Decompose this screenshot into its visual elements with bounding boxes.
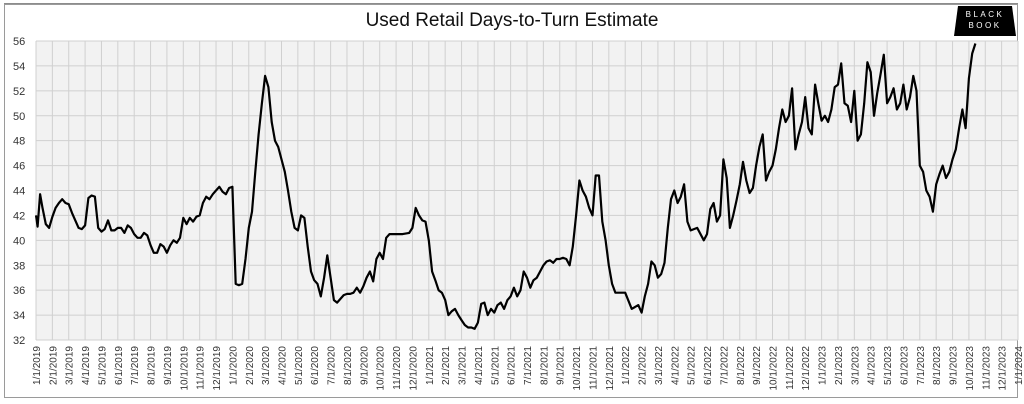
y-tick-label: 42: [13, 210, 25, 222]
x-tick-label: 6/1/2020: [310, 346, 321, 385]
x-tick-label: 8/1/2020: [343, 346, 354, 385]
x-tick-label: 10/1/2021: [572, 346, 583, 391]
y-tick-label: 32: [13, 335, 25, 347]
y-tick-label: 52: [13, 86, 25, 98]
x-tick-label: 5/1/2019: [97, 346, 108, 385]
x-tick-label: 12/1/2023: [998, 346, 1009, 391]
x-tick-label: 4/1/2021: [474, 346, 485, 385]
x-tick-label: 5/1/2022: [687, 346, 698, 385]
x-tick-label: 2/1/2019: [48, 346, 59, 385]
x-tick-label: 4/1/2022: [670, 346, 681, 385]
y-tick-label: 54: [13, 61, 25, 73]
days-to-turn-line: [34, 43, 977, 330]
y-axis: 32 34 36 38 40 42 44 46 48 50 52 54 56: [13, 36, 25, 347]
x-tick-label: 7/1/2022: [719, 346, 730, 385]
x-tick-label: 5/1/2020: [294, 346, 305, 385]
x-tick-label: 11/1/2019: [196, 346, 207, 390]
x-tick-label: 5/1/2021: [490, 346, 501, 385]
x-tick-label: 9/1/2021: [556, 346, 567, 385]
x-tick-label: 2/1/2020: [245, 346, 256, 385]
x-tick-label: 10/1/2019: [179, 346, 190, 391]
x-tick-label: 8/1/2021: [539, 346, 550, 385]
x-tick-label: 9/1/2019: [163, 346, 174, 385]
x-tick-label: 6/1/2023: [899, 346, 910, 385]
chart-title: Used Retail Days-to-Turn Estimate: [365, 10, 659, 31]
x-tick-label: 8/1/2023: [932, 346, 943, 385]
x-tick-label: 3/1/2021: [458, 346, 469, 385]
x-tick-label: 1/1/2024: [1014, 346, 1024, 385]
x-tick-label: 3/1/2023: [850, 346, 861, 385]
x-tick-label: 5/1/2023: [883, 346, 894, 385]
logo-line-1: BLACK: [965, 10, 1005, 19]
x-tick-label: 7/1/2021: [523, 346, 534, 385]
x-tick-label: 7/1/2023: [916, 346, 927, 385]
y-tick-label: 48: [13, 136, 25, 148]
x-tick-label: 3/1/2020: [261, 346, 272, 385]
y-tick-label: 56: [13, 36, 25, 48]
x-tick-label: 1/1/2023: [818, 346, 829, 385]
logo-badge-icon: [954, 6, 1016, 36]
logo-line-2: BOOK: [968, 21, 1002, 30]
x-tick-label: 1/1/2020: [228, 346, 239, 385]
x-tick-label: 12/1/2020: [408, 346, 419, 391]
x-tick-label: 11/1/2022: [785, 346, 796, 390]
y-tick-label: 40: [13, 235, 25, 247]
x-tick-label: 9/1/2023: [949, 346, 960, 385]
x-tick-label: 2/1/2021: [441, 346, 452, 385]
x-tick-label: 7/1/2019: [130, 346, 141, 385]
x-tick-label: 7/1/2020: [327, 346, 338, 385]
logo-text: BLACK BOOK: [954, 9, 1016, 31]
x-tick-label: 12/1/2021: [605, 346, 616, 391]
x-tick-label: 12/1/2022: [801, 346, 812, 391]
x-tick-label: 11/1/2023: [981, 346, 992, 390]
black-book-logo: BLACK BOOK: [954, 6, 1016, 36]
gridlines: [35, 40, 1019, 341]
x-tick-label: 3/1/2019: [65, 346, 76, 385]
x-tick-label: 1/1/2019: [32, 346, 43, 385]
x-tick-label: 1/1/2021: [425, 346, 436, 385]
x-tick-label: 10/1/2023: [965, 346, 976, 391]
x-tick-label: 11/1/2020: [392, 346, 403, 390]
y-tick-label: 50: [13, 111, 25, 123]
x-tick-label: 6/1/2019: [114, 346, 125, 385]
y-tick-label: 36: [13, 285, 25, 297]
x-tick-label: 4/1/2019: [81, 346, 92, 385]
x-tick-label: 8/1/2019: [147, 346, 158, 385]
x-tick-label: 11/1/2021: [588, 346, 599, 390]
y-tick-label: 44: [13, 186, 25, 198]
y-tick-label: 38: [13, 260, 25, 272]
y-tick-label: 46: [13, 161, 25, 173]
x-tick-label: 9/1/2022: [752, 346, 763, 385]
x-tick-label: 12/1/2019: [212, 346, 223, 391]
x-tick-label: 1/1/2022: [621, 346, 632, 385]
x-tick-label: 6/1/2022: [703, 346, 714, 385]
y-tick-label: 34: [13, 310, 25, 322]
x-tick-label: 10/1/2022: [769, 346, 780, 391]
x-tick-label: 4/1/2020: [278, 346, 289, 385]
x-tick-label: 6/1/2021: [507, 346, 518, 385]
x-tick-label: 2/1/2023: [834, 346, 845, 385]
x-tick-label: 8/1/2022: [736, 346, 747, 385]
x-axis: 1/1/2019 2/1/2019 3/1/2019 4/1/2019 5/1/2019…: [32, 346, 1024, 391]
x-tick-label: 2/1/2022: [638, 346, 649, 385]
x-tick-label: 4/1/2023: [867, 346, 878, 385]
x-tick-label: 10/1/2020: [376, 346, 387, 391]
x-tick-label: 3/1/2022: [654, 346, 665, 385]
x-tick-label: 9/1/2020: [359, 346, 370, 385]
